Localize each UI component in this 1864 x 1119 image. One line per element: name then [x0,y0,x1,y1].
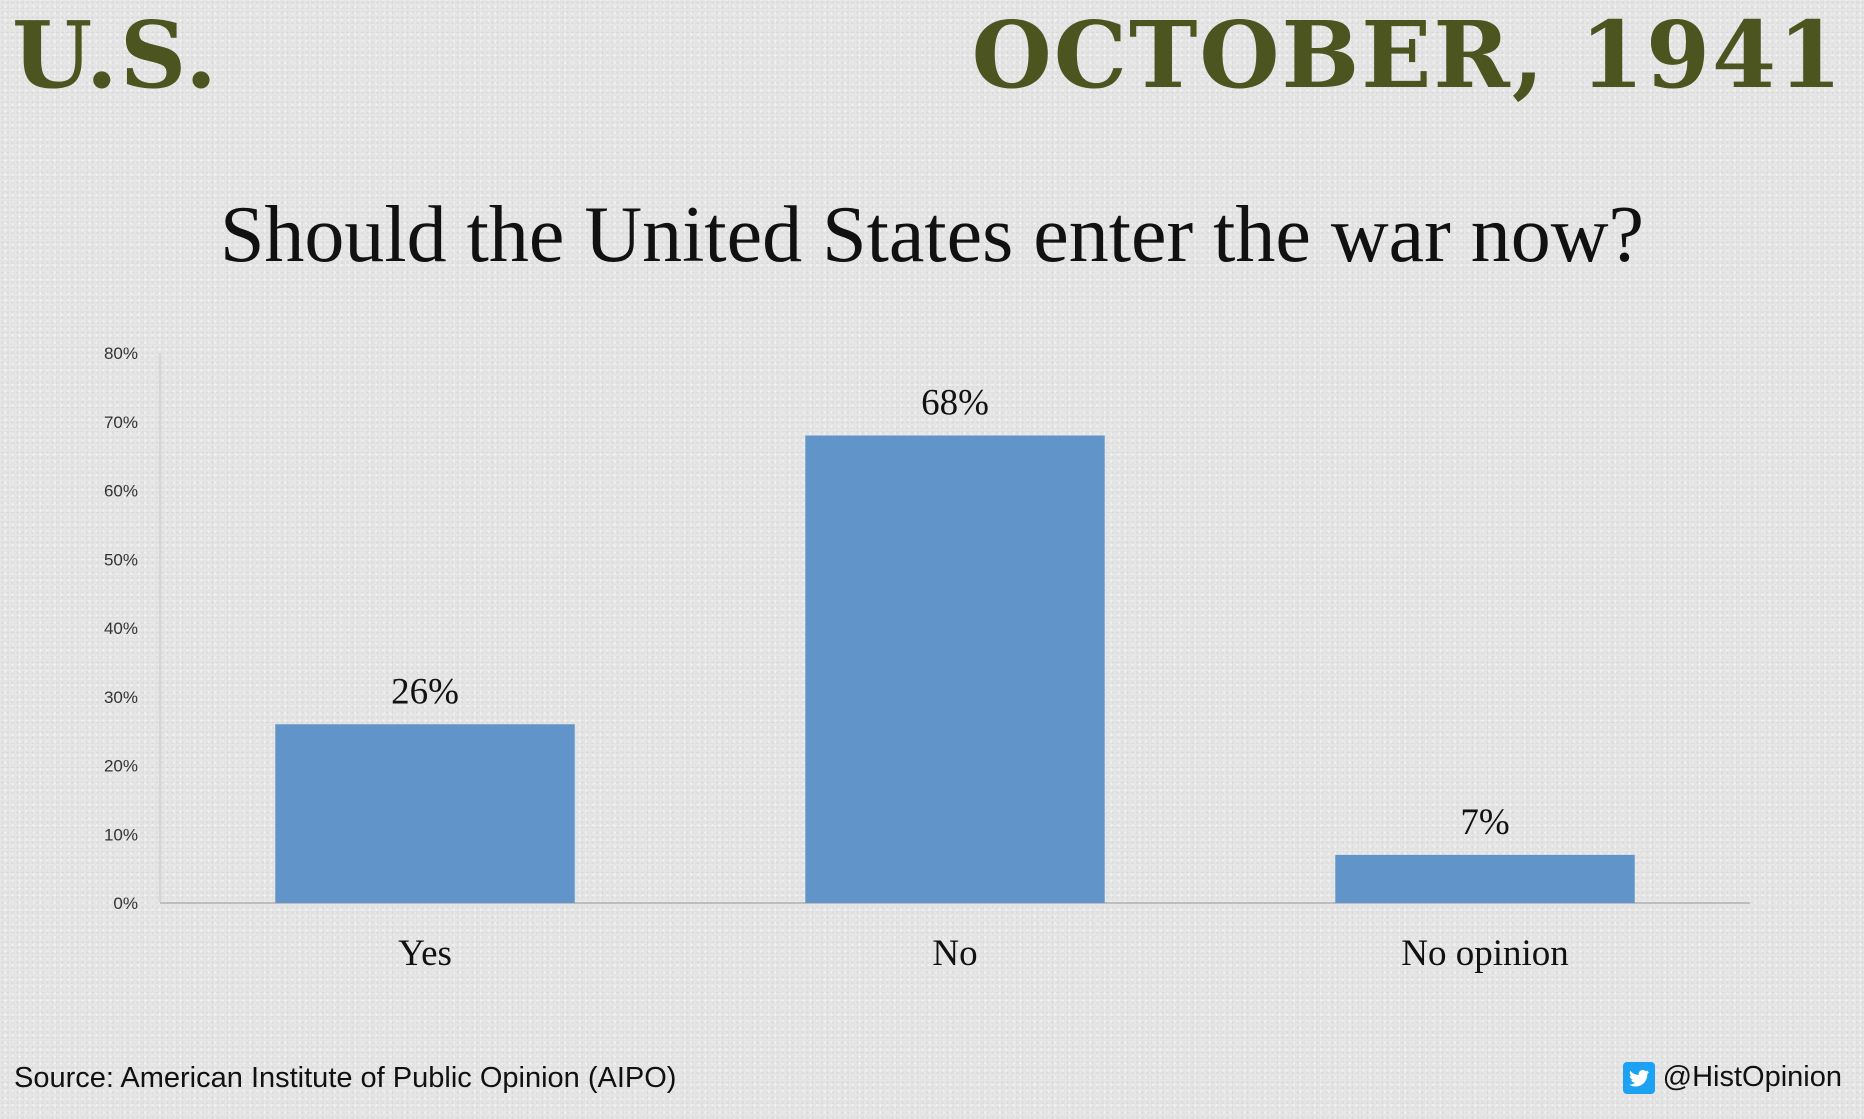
source-note: Source: American Institute of Public Opi… [14,1062,677,1094]
category-label: Yes [398,933,452,974]
bar-no [805,435,1105,903]
bar-no-opinion [1335,854,1635,903]
bar-yes [275,724,575,903]
data-label: 68% [921,383,989,424]
social-handle[interactable]: @HistOpinion [1622,1061,1842,1094]
y-tick-label: 40% [104,619,138,638]
y-tick-label: 70% [104,413,138,432]
header-country: U.S. [12,1,220,109]
header-date: OCTOBER, 1941 [971,1,1844,109]
category-label: No opinion [1401,933,1569,974]
chart-title: Should the United States enter the war n… [219,191,1645,279]
data-label: 7% [1460,802,1509,843]
y-tick-label: 60% [104,482,138,501]
y-tick-label: 0% [113,894,138,913]
y-tick-label: 80% [104,344,138,363]
twitter-icon [1622,1061,1655,1094]
y-tick-label: 20% [104,757,138,776]
y-tick-label: 10% [104,825,138,844]
data-label: 26% [391,671,459,712]
category-label: No [932,933,977,974]
y-tick-label: 50% [104,550,138,569]
handle-text: @HistOpinion [1662,1061,1842,1093]
y-tick-label: 30% [104,688,138,707]
bar-chart: 0% 10% 20% 30% 40% 50% 60% 70% 80% 26% Yes 68% No 7% N… [104,344,1750,974]
